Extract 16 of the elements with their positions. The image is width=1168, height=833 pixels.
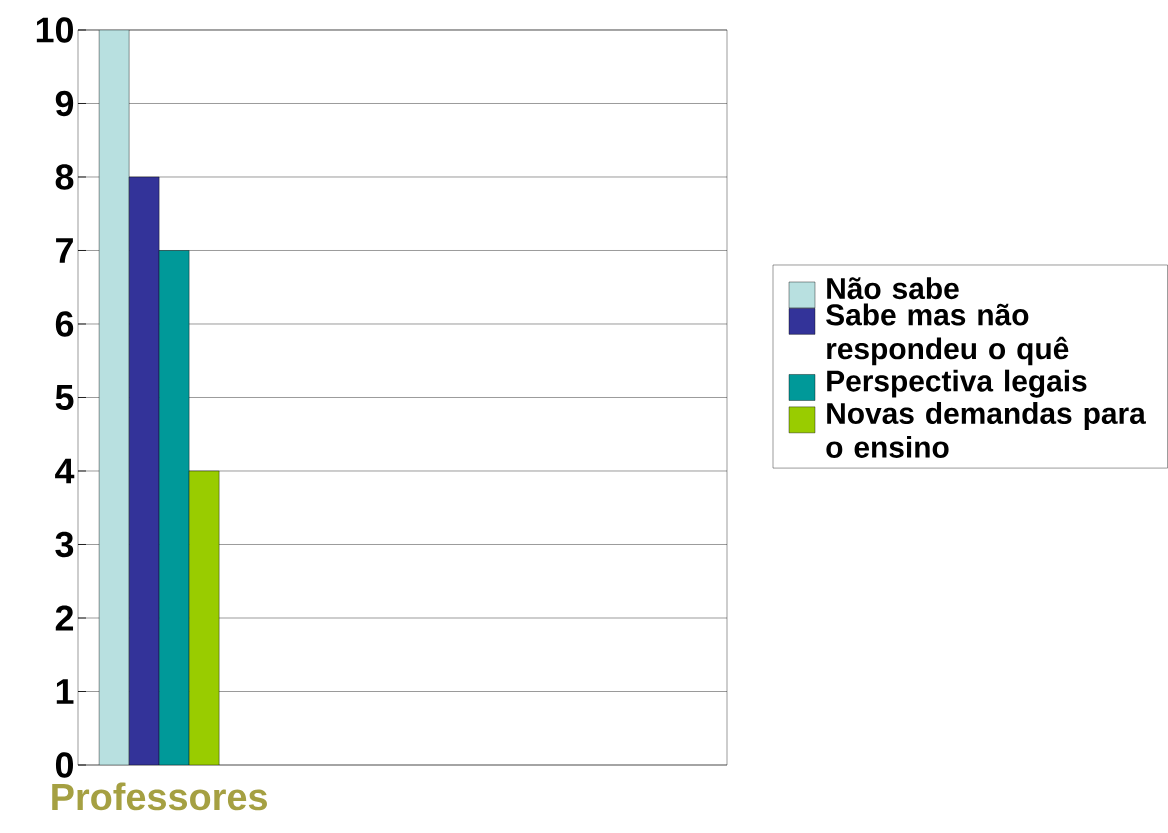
y-tick-label: 10 [36,17,73,43]
y-tick-label: 1 [56,679,74,704]
legend-label: Não sabe [827,277,959,300]
y-tick-label: 7 [56,238,73,263]
x-tick-label: Professores [52,782,267,811]
y-tick-label: 5 [55,384,74,410]
legend-label: Perspectiva legais [827,369,1087,398]
y-tick-label: 8 [55,164,74,190]
y-tick-label: 9 [55,90,74,117]
y-tick-label: 4 [55,458,75,484]
y-tick-label: 2 [55,605,74,631]
legend-label: Novas demandas para o ensino [826,402,1146,458]
legend-label: Sabe mas não respondeu o quê [826,303,1069,366]
y-tick-label: 0 [55,752,73,778]
y-tick-label: 6 [55,311,74,337]
y-tick-label: 3 [55,531,74,558]
